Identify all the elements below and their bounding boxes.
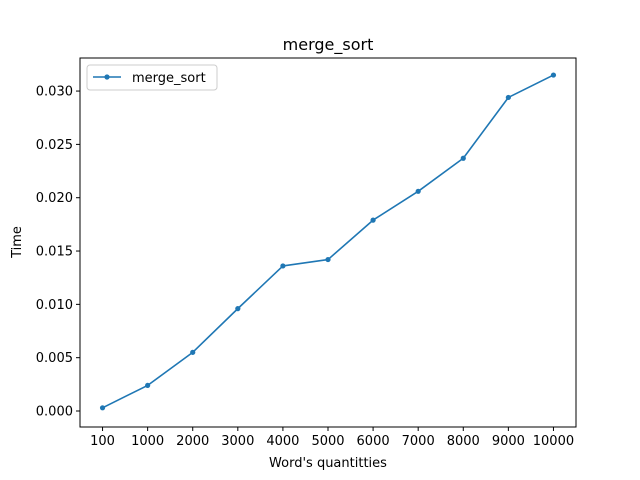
legend-label: merge_sort	[132, 71, 206, 86]
x-tick-label: 8000	[447, 434, 480, 449]
y-tick-label: 0.000	[36, 405, 73, 420]
x-tick-label: 9000	[492, 434, 525, 449]
x-tick-label: 1000	[131, 434, 164, 449]
y-tick-label: 0.010	[36, 298, 73, 313]
data-point	[550, 72, 557, 78]
data-point	[145, 382, 151, 389]
x-tick-label: 6000	[357, 434, 390, 449]
x-tick-label: 3000	[221, 434, 254, 449]
data-point	[99, 405, 106, 411]
x-tick-label: 100	[90, 434, 115, 449]
y-tick-label: 0.020	[36, 191, 73, 206]
x-tick-label: 7000	[402, 434, 435, 449]
y-axis-label: Time	[10, 226, 25, 259]
data-point	[280, 263, 286, 269]
x-tick-label: 10000	[533, 434, 574, 449]
data-point	[370, 217, 376, 223]
y-tick-label: 0.015	[36, 245, 73, 260]
data-point	[460, 155, 466, 161]
data-point	[325, 256, 331, 263]
y-tick-label: 0.005	[36, 351, 73, 366]
x-axis: 100 1000 2000 3000 4000 5000 6000 7000 8000 9000 1…	[90, 427, 574, 449]
data-point	[190, 349, 196, 355]
x-axis-label: Word's quantitties	[269, 456, 387, 471]
plot-area	[99, 72, 557, 411]
x-tick-label: 5000	[311, 434, 344, 449]
y-axis: 0.000 0.005 0.010 0.015 0.020 0.025 0.030	[36, 85, 80, 420]
data-point	[505, 94, 511, 101]
y-tick-label: 0.025	[36, 138, 73, 153]
legend-box	[86, 64, 218, 91]
x-tick-label: 4000	[266, 434, 299, 449]
data-point	[235, 306, 241, 312]
y-tick-label: 0.030	[36, 85, 73, 100]
data-point	[415, 188, 421, 194]
legend-marker-swatch	[104, 74, 110, 80]
chart-title: merge_sort	[283, 35, 374, 55]
legend: merge_sort	[86, 64, 218, 91]
x-tick-label: 2000	[176, 434, 209, 449]
